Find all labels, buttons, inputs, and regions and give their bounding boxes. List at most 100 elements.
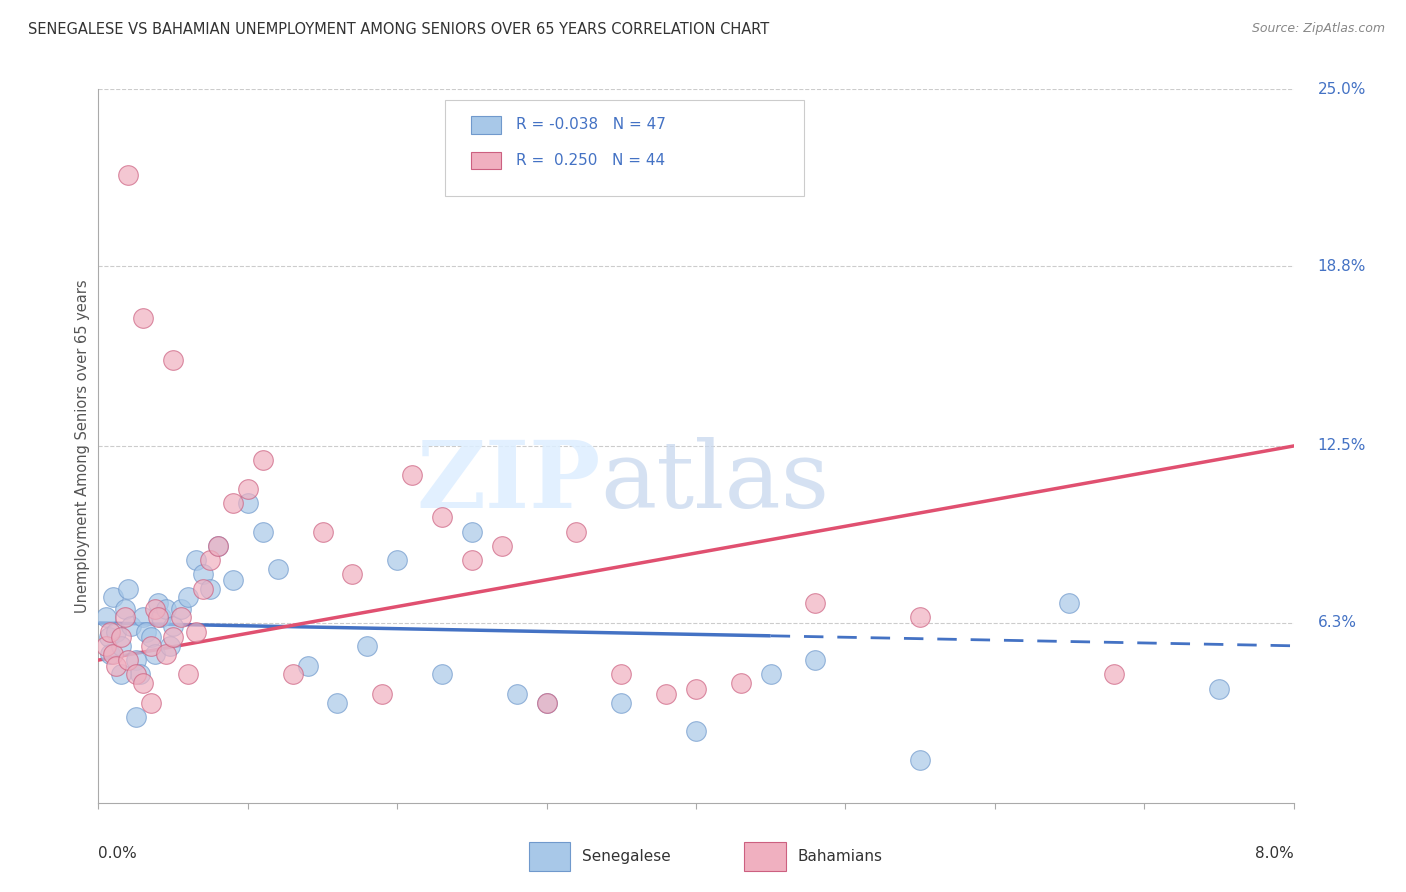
Point (191, 582, 214, 596)
Point (110, 667, 132, 681)
Point (267, 562, 290, 576)
Text: ZIP: ZIP (416, 437, 600, 526)
Point (252, 453, 274, 467)
Point (103, 648, 125, 662)
Point (177, 667, 200, 681)
Point (135, 624, 157, 639)
Point (908, 610, 931, 624)
Text: Senegalese: Senegalese (582, 849, 671, 863)
Point (401, 467, 423, 482)
Point (169, 601, 191, 615)
Point (94, 639, 117, 653)
Point (110, 639, 132, 653)
Point (139, 630, 162, 644)
Point (281, 667, 304, 681)
Point (685, 724, 707, 739)
Text: atlas: atlas (600, 437, 830, 526)
Point (148, 596, 170, 610)
Point (222, 573, 245, 587)
Bar (529, 842, 571, 871)
Text: 12.5%: 12.5% (1317, 439, 1365, 453)
Point (252, 524, 274, 539)
Point (610, 696, 633, 710)
Text: Source: ZipAtlas.com: Source: ZipAtlas.com (1251, 22, 1385, 36)
Point (506, 687, 529, 701)
Text: R = -0.038   N = 47: R = -0.038 N = 47 (516, 118, 665, 132)
Text: 25.0%: 25.0% (1317, 82, 1365, 96)
Point (730, 676, 752, 690)
Point (162, 630, 184, 644)
Point (184, 553, 207, 567)
Point (236, 496, 259, 510)
Text: Bahamians: Bahamians (797, 849, 883, 863)
Point (159, 639, 181, 653)
Point (311, 524, 333, 539)
Point (97, 630, 120, 644)
Point (804, 653, 827, 667)
Text: 6.3%: 6.3% (1317, 615, 1357, 631)
Point (162, 619, 184, 633)
FancyBboxPatch shape (444, 100, 804, 196)
Point (105, 658, 128, 673)
Point (655, 687, 678, 701)
Point (200, 582, 222, 596)
Point (98, 624, 122, 639)
Point (117, 582, 139, 596)
Point (191, 567, 214, 582)
Point (132, 676, 155, 690)
Point (150, 610, 173, 624)
Bar (471, 116, 501, 134)
Point (184, 624, 207, 639)
Point (143, 648, 166, 662)
Point (155, 648, 177, 662)
Point (117, 653, 139, 667)
Bar (471, 152, 501, 169)
Point (139, 639, 162, 653)
Point (342, 567, 364, 582)
Point (139, 696, 162, 710)
Point (117, 168, 139, 182)
Point (536, 696, 558, 710)
Y-axis label: Unemployment Among Seniors over 65 years: Unemployment Among Seniors over 65 years (75, 279, 90, 613)
Point (804, 596, 827, 610)
Bar (744, 842, 786, 871)
Point (103, 591, 125, 605)
Text: 0.0%: 0.0% (98, 846, 138, 861)
Point (94, 610, 117, 624)
Point (610, 667, 633, 681)
Point (114, 610, 136, 624)
Point (461, 553, 484, 567)
Point (491, 539, 513, 553)
Point (98, 648, 122, 662)
Point (143, 601, 166, 615)
Point (114, 601, 136, 615)
Point (685, 681, 707, 696)
Point (430, 510, 453, 524)
Text: 8.0%: 8.0% (1254, 846, 1294, 861)
Point (207, 539, 229, 553)
Point (1059, 596, 1081, 610)
Point (371, 687, 394, 701)
Point (356, 639, 378, 653)
Point (129, 667, 152, 681)
Point (132, 610, 155, 624)
Text: SENEGALESE VS BAHAMIAN UNEMPLOYMENT AMONG SENIORS OVER 65 YEARS CORRELATION CHAR: SENEGALESE VS BAHAMIAN UNEMPLOYMENT AMON… (28, 22, 769, 37)
Point (105, 624, 128, 639)
Point (222, 496, 245, 510)
Point (565, 524, 588, 539)
Point (1208, 681, 1230, 696)
Point (110, 630, 132, 644)
Point (148, 610, 170, 624)
Point (1102, 667, 1125, 681)
Point (236, 482, 259, 496)
Point (430, 667, 453, 681)
Point (207, 539, 229, 553)
Point (125, 667, 148, 681)
Point (132, 310, 155, 325)
Point (125, 710, 148, 724)
Point (461, 524, 484, 539)
Point (177, 591, 200, 605)
Point (908, 753, 931, 767)
Point (125, 653, 148, 667)
Point (120, 619, 142, 633)
